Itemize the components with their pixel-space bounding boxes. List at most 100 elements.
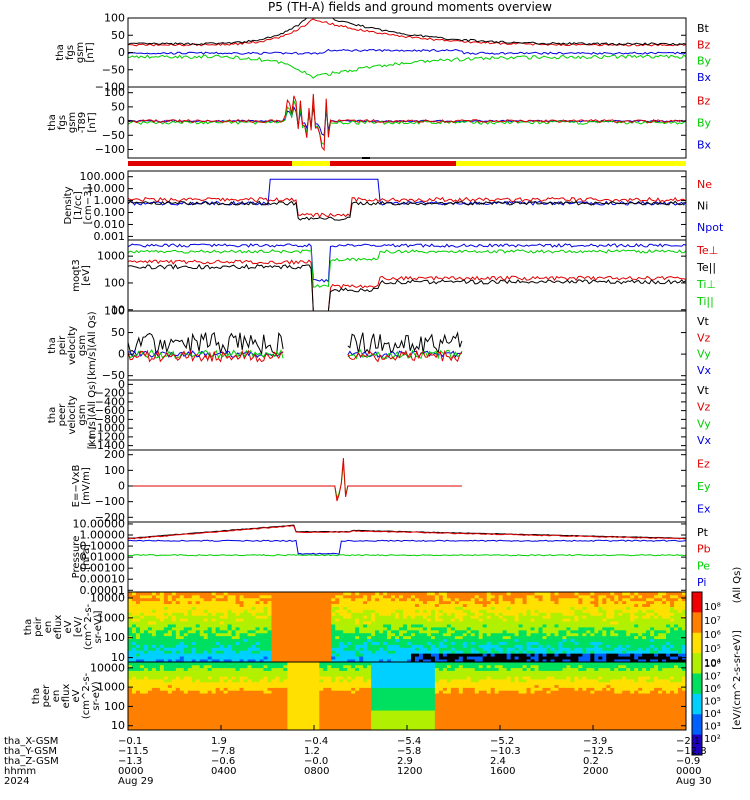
heatmap-cell — [319, 673, 324, 677]
heatmap-cell — [167, 704, 173, 708]
heatmap-cell — [442, 653, 448, 657]
heatmap-cell — [578, 592, 583, 596]
heatmap-cell — [267, 629, 272, 634]
heatmap-cell — [299, 635, 304, 640]
heatmap-cell — [610, 635, 615, 640]
heatmap-cell — [343, 644, 348, 648]
heatmap-cell — [363, 635, 368, 640]
heatmap-cell — [355, 621, 360, 625]
heatmap-cell — [546, 647, 551, 651]
heatmap-cell — [578, 647, 583, 651]
heatmap-cell — [243, 659, 248, 662]
heatmap-cell — [259, 676, 264, 680]
heatmap-cell — [227, 641, 233, 645]
heatmap-cell — [606, 627, 611, 631]
heatmap-cell — [327, 710, 332, 714]
heatmap-cell — [387, 650, 392, 654]
heatmap-cell — [367, 627, 372, 631]
heatmap-cell — [590, 656, 595, 660]
heatmap-cell — [267, 653, 272, 657]
heatmap-cell — [343, 696, 348, 700]
heatmap-cell — [203, 659, 209, 662]
heatmap-cell — [626, 641, 631, 645]
heatmap-cell — [327, 676, 332, 680]
heatmap-cell — [622, 635, 627, 640]
heatmap-cell — [191, 673, 197, 677]
heatmap-cell — [422, 627, 428, 631]
heatmap-cell — [247, 650, 252, 654]
heatmap-cell — [247, 670, 252, 674]
heatmap-cell — [219, 721, 225, 725]
heatmap-cell — [128, 618, 133, 622]
heatmap-cell — [128, 621, 133, 625]
heatmap-cell — [642, 615, 647, 619]
heatmap-cell — [191, 609, 197, 613]
heatmap-cell — [606, 647, 611, 651]
heatmap-cell — [243, 693, 248, 697]
heatmap-cell — [482, 597, 488, 602]
heatmap-cell — [554, 603, 559, 607]
heatmap-cell — [351, 662, 356, 666]
heatmap-cell — [263, 664, 268, 669]
heatmap-cell — [391, 647, 396, 651]
heatmap-cell — [410, 621, 416, 625]
heatmap-cell — [163, 592, 169, 596]
heatmap-cell — [454, 627, 460, 631]
heatmap-cell — [315, 724, 320, 728]
heatmap-cell — [131, 673, 137, 677]
heatmap-cell — [422, 644, 428, 648]
heatmap-cell — [458, 621, 464, 625]
heatmap-cell — [391, 592, 396, 596]
heatmap-cell — [219, 609, 225, 613]
heatmap-cell — [534, 594, 539, 599]
heatmap-cell — [650, 629, 655, 634]
heatmap-cell — [347, 615, 352, 619]
heatmap-cell — [135, 724, 141, 728]
heatmap-cell — [295, 629, 300, 634]
heatmap-cell — [303, 600, 308, 605]
heatmap-cell — [418, 641, 424, 645]
heatmap-cell — [403, 627, 408, 631]
heatmap-cell — [223, 629, 229, 634]
heatmap-cell — [518, 594, 523, 599]
heatmap-cell — [506, 641, 512, 645]
heatmap-cell — [219, 659, 225, 662]
heatmap-cell — [506, 606, 512, 610]
heatmap-cell — [299, 667, 304, 671]
heatmap-cell — [223, 676, 229, 680]
heatmap-cell — [323, 650, 328, 654]
heatmap-cell — [147, 727, 153, 730]
heatmap-cell — [327, 624, 332, 628]
heatmap-cell — [395, 627, 400, 631]
heatmap-cell — [287, 629, 292, 634]
heatmap-cell — [283, 721, 288, 725]
heatmap-cell — [395, 621, 400, 625]
heatmap-cell — [183, 704, 189, 708]
heatmap-cell — [650, 606, 655, 610]
heatmap-cell — [223, 690, 229, 694]
heatmap-cell — [379, 594, 384, 599]
heatmap-cell — [231, 641, 237, 645]
heatmap-cell — [315, 701, 320, 705]
heatmap-cell — [594, 650, 599, 654]
heatmap-cell — [351, 603, 356, 607]
heatmap-cell — [307, 656, 312, 660]
panel-frame — [127, 310, 687, 381]
heatmap-cell — [606, 594, 611, 599]
heatmap-cell — [574, 638, 579, 642]
heatmap-cell — [235, 696, 240, 700]
heatmap-cell — [554, 615, 559, 619]
heatmap-cell — [662, 606, 667, 610]
heatmap-cell — [211, 667, 217, 671]
heatmap-cell — [251, 684, 256, 688]
heatmap-cell — [359, 635, 364, 640]
heatmap-cell — [387, 644, 392, 648]
heatmap-cell — [518, 615, 523, 619]
heatmap-cell — [279, 664, 284, 669]
heatmap-cell — [199, 698, 205, 703]
y-tick-label: −800 — [95, 413, 125, 426]
heatmap-cell — [598, 615, 603, 619]
heatmap-cell — [470, 647, 476, 651]
heatmap-cell — [678, 635, 683, 640]
heatmap-cell — [510, 592, 516, 596]
